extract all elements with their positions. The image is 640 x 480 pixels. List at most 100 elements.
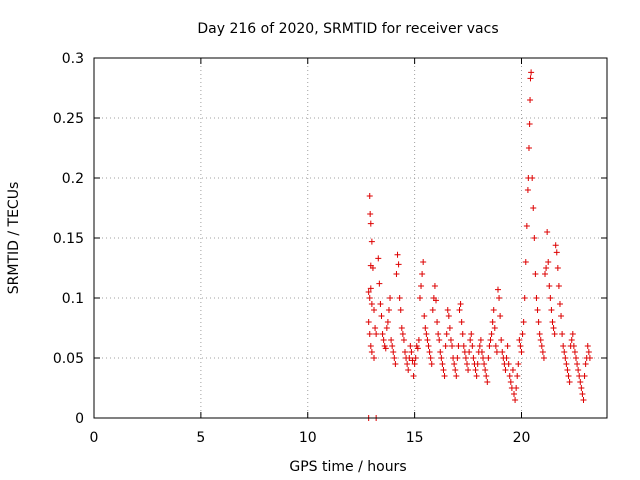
data-point: [389, 343, 396, 349]
data-point: [400, 337, 407, 343]
data-point: [585, 349, 592, 355]
data-point: [562, 355, 569, 361]
x-tick-label: 20: [513, 430, 531, 446]
data-point: [570, 343, 577, 349]
data-point: [506, 373, 513, 379]
data-point: [503, 355, 510, 361]
data-point: [579, 391, 586, 397]
data-point: [445, 313, 452, 319]
data-point: [527, 97, 534, 103]
data-point: [538, 343, 545, 349]
data-point: [558, 313, 565, 319]
data-point: [377, 301, 384, 307]
data-point: [542, 271, 549, 277]
data-point: [380, 337, 387, 343]
data-point: [366, 331, 373, 337]
data-point: [523, 223, 530, 229]
data-point: [367, 285, 374, 292]
data-point: [540, 355, 547, 361]
data-point: [552, 242, 559, 249]
data-point: [561, 349, 568, 355]
data-point: [526, 121, 533, 127]
data-point: [499, 349, 506, 355]
data-point: [559, 331, 566, 337]
data-point: [416, 295, 423, 301]
data-point: [483, 373, 490, 379]
data-point: [365, 289, 372, 295]
data-point: [535, 319, 542, 325]
data-point: [516, 337, 523, 343]
data-point: [474, 361, 481, 367]
data-point: [427, 355, 434, 361]
data-point: [460, 343, 467, 349]
data-point: [530, 205, 537, 211]
data-point: [456, 307, 463, 313]
data-point: [524, 187, 531, 193]
data-point: [539, 349, 546, 355]
data-point: [485, 355, 492, 361]
data-point: [578, 385, 585, 391]
data-point: [452, 367, 459, 373]
data-point: [574, 361, 581, 367]
data-point: [507, 379, 514, 385]
data-point: [436, 337, 443, 343]
data-point: [563, 361, 570, 367]
data-point: [463, 361, 470, 367]
data-point: [419, 271, 426, 277]
x-tick-label: 0: [90, 430, 99, 446]
y-tick-label: 0.2: [62, 171, 84, 187]
data-point: [375, 255, 382, 262]
data-point: [425, 343, 432, 349]
data-point: [444, 307, 451, 313]
data-point: [569, 331, 576, 337]
data-point: [581, 373, 588, 379]
data-point: [481, 361, 488, 367]
data-point: [366, 295, 373, 301]
data-point: [513, 385, 520, 391]
data-point: [465, 367, 472, 373]
data-point: [422, 325, 429, 331]
data-point: [428, 361, 435, 367]
data-point: [396, 295, 403, 301]
data-point: [566, 379, 573, 385]
data-point: [576, 373, 583, 379]
data-point: [421, 313, 428, 319]
data-point: [466, 349, 473, 355]
data-point: [371, 355, 378, 361]
data-point: [582, 361, 589, 367]
data-points: [365, 69, 593, 421]
data-point: [391, 355, 398, 361]
x-tick-label: 5: [196, 430, 205, 446]
data-point: [553, 249, 560, 256]
data-point: [573, 355, 580, 361]
data-point: [586, 355, 593, 361]
data-point: [494, 286, 501, 293]
data-point: [367, 211, 374, 217]
data-point: [406, 355, 413, 361]
data-point: [434, 319, 441, 325]
data-point: [462, 355, 469, 361]
data-point: [498, 337, 505, 343]
data-point: [368, 238, 375, 245]
y-tick-label: 0.15: [53, 231, 84, 247]
data-point: [486, 343, 493, 349]
data-point: [443, 331, 450, 337]
data-point: [412, 355, 419, 361]
data-point: [522, 259, 529, 265]
data-point: [449, 343, 456, 349]
y-tick-label: 0.3: [62, 51, 84, 67]
data-point: [431, 283, 438, 289]
data-point: [426, 349, 433, 355]
data-point: [488, 331, 495, 337]
data-point: [368, 349, 375, 355]
data-point: [551, 331, 558, 337]
data-point: [577, 379, 584, 385]
data-point: [518, 349, 525, 355]
data-point: [525, 145, 532, 151]
data-point: [514, 373, 521, 379]
data-point: [394, 251, 401, 258]
data-point: [571, 349, 578, 355]
data-point: [365, 319, 372, 325]
